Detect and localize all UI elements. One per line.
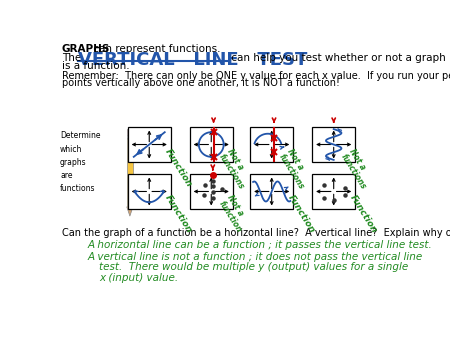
Bar [190,127,233,162]
Text: Remember:  There can only be ONE y value for each x value.  If you run your penc: Remember: There can only be ONE y value … [62,71,450,80]
Text: test.  There would be multiple y (output) values for a single: test. There would be multiple y (output)… [99,262,408,272]
Text: Function: Function [348,194,378,235]
Text: Not a
functions: Not a functions [216,147,254,191]
Text: Not a
functions: Not a functions [277,147,315,191]
Bar [250,127,293,162]
Bar [250,174,293,209]
Text: A vertical line is not a function ; it does not pass the vertical line: A vertical line is not a function ; it d… [87,251,423,262]
Bar [312,127,355,162]
Text: Function: Function [286,194,316,235]
Text: The: The [62,53,84,63]
Bar [128,174,171,209]
Text: points vertically above one another, it is NOT a function!: points vertically above one another, it … [62,78,340,88]
Polygon shape [127,135,133,139]
Text: x (input) value.: x (input) value. [99,273,178,283]
Polygon shape [127,129,133,135]
Text: Function: Function [163,147,194,188]
Bar [190,174,233,209]
Text: can help you test whether or not a graph: can help you test whether or not a graph [228,53,446,63]
Text: A horizontal line can be a function ; it passes the vertical line test.: A horizontal line can be a function ; it… [87,240,432,250]
Text: is a function.: is a function. [62,62,129,71]
Text: can represent functions.: can represent functions. [90,44,220,54]
Text: Not a
function: Not a function [216,194,252,234]
Polygon shape [127,139,133,207]
Bar [128,127,171,162]
Text: Not a
functions: Not a functions [339,147,377,191]
Text: VERTICAL   LINE   TEST: VERTICAL LINE TEST [78,51,307,69]
Text: Function: Function [163,194,194,235]
Text: Can the graph of a function be a horizontal line?  A vertical line?  Explain why: Can the graph of a function be a horizon… [62,228,450,238]
Polygon shape [127,207,133,216]
Text: Determine
which
graphs
are
functions: Determine which graphs are functions [60,131,101,193]
Text: GRAPHS: GRAPHS [62,44,110,54]
Bar [312,174,355,209]
